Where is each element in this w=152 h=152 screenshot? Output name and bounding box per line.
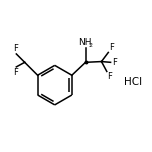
Text: NH: NH <box>78 38 92 47</box>
Text: F: F <box>13 44 18 53</box>
Text: F: F <box>107 72 112 81</box>
Text: F: F <box>112 58 117 67</box>
Text: HCl: HCl <box>124 77 142 87</box>
Text: F: F <box>13 68 18 77</box>
Text: F: F <box>109 43 114 52</box>
Text: 2: 2 <box>88 43 92 48</box>
